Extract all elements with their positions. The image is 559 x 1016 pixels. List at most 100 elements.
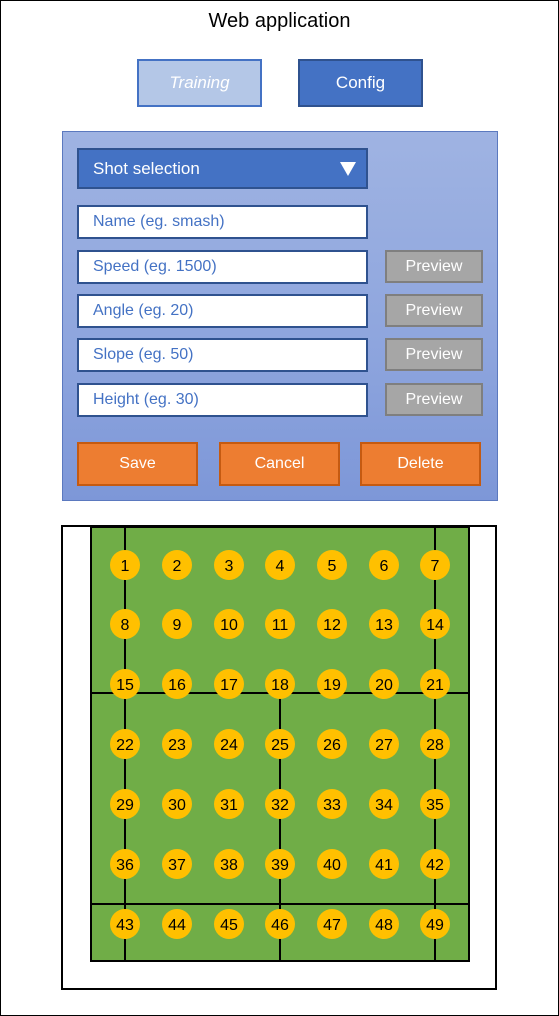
tab-training-label: Training <box>169 73 230 92</box>
zone-label: 44 <box>168 917 186 934</box>
zone-35[interactable]: 35 <box>420 789 450 819</box>
zone-6[interactable]: 6 <box>369 550 399 580</box>
zone-32[interactable]: 32 <box>265 789 295 819</box>
slope-input[interactable] <box>77 338 368 372</box>
zone-14[interactable]: 14 <box>420 609 450 639</box>
zone-label: 31 <box>220 797 238 814</box>
zone-1[interactable]: 1 <box>110 550 140 580</box>
zone-label: 2 <box>173 558 182 575</box>
zone-marker <box>110 729 140 759</box>
zone-31[interactable]: 31 <box>214 789 244 819</box>
zone-label: 15 <box>116 677 134 694</box>
zone-label: 26 <box>323 737 341 754</box>
zone-5[interactable]: 5 <box>317 550 347 580</box>
zone-24[interactable]: 24 <box>214 729 244 759</box>
zone-marker <box>369 669 399 699</box>
zone-29[interactable]: 29 <box>110 789 140 819</box>
zone-21[interactable]: 21 <box>420 669 450 699</box>
cancel-button[interactable]: Cancel <box>219 442 340 486</box>
zone-47[interactable]: 47 <box>317 909 347 939</box>
angle-input[interactable] <box>77 294 368 328</box>
zone-9[interactable]: 9 <box>162 609 192 639</box>
angle-preview-button[interactable]: Preview <box>385 294 483 327</box>
zone-20[interactable]: 20 <box>369 669 399 699</box>
zone-marker <box>420 609 450 639</box>
speed-preview-button[interactable]: Preview <box>385 250 483 283</box>
zone-label: 8 <box>121 617 130 634</box>
zone-marker <box>369 909 399 939</box>
zone-19[interactable]: 19 <box>317 669 347 699</box>
zone-42[interactable]: 42 <box>420 849 450 879</box>
zone-45[interactable]: 45 <box>214 909 244 939</box>
zone-16[interactable]: 16 <box>162 669 192 699</box>
zone-8[interactable]: 8 <box>110 609 140 639</box>
zone-marker <box>420 909 450 939</box>
zone-26[interactable]: 26 <box>317 729 347 759</box>
shot-selection-dropdown[interactable]: Shot selection <box>77 148 368 189</box>
zone-7[interactable]: 7 <box>420 550 450 580</box>
tab-training[interactable]: Training <box>137 59 262 107</box>
zone-17[interactable]: 17 <box>214 669 244 699</box>
zone-label: 20 <box>375 677 393 694</box>
save-button[interactable]: Save <box>77 442 198 486</box>
zone-43[interactable]: 43 <box>110 909 140 939</box>
angle-preview-label: Preview <box>405 301 463 319</box>
zone-label: 19 <box>323 677 341 694</box>
zone-marker <box>420 849 450 879</box>
shot-selection-value: Shot selection <box>93 158 200 178</box>
zone-44[interactable]: 44 <box>162 909 192 939</box>
save-button-label: Save <box>119 455 156 472</box>
tab-config-label: Config <box>335 73 386 92</box>
zone-2[interactable]: 2 <box>162 550 192 580</box>
zone-49[interactable]: 49 <box>420 909 450 939</box>
zone-27[interactable]: 27 <box>369 729 399 759</box>
zone-label: 36 <box>116 857 134 874</box>
zone-37[interactable]: 37 <box>162 849 192 879</box>
zone-marker <box>265 669 295 699</box>
speed-input[interactable] <box>77 250 368 284</box>
zone-label: 9 <box>173 617 182 634</box>
zone-marker <box>317 550 347 580</box>
name-input[interactable] <box>77 205 368 239</box>
slope-preview-button[interactable]: Preview <box>385 338 483 371</box>
zone-label: 4 <box>276 558 285 575</box>
height-input[interactable] <box>77 383 368 417</box>
zone-marker <box>369 729 399 759</box>
zone-marker <box>265 789 295 819</box>
zone-36[interactable]: 36 <box>110 849 140 879</box>
zone-label: 32 <box>271 797 289 814</box>
zone-46[interactable]: 46 <box>265 909 295 939</box>
zone-marker <box>369 849 399 879</box>
zone-40[interactable]: 40 <box>317 849 347 879</box>
zone-38[interactable]: 38 <box>214 849 244 879</box>
zone-15[interactable]: 15 <box>110 669 140 699</box>
zone-23[interactable]: 23 <box>162 729 192 759</box>
zone-marker <box>317 789 347 819</box>
zone-3[interactable]: 3 <box>214 550 244 580</box>
delete-button[interactable]: Delete <box>360 442 481 486</box>
height-preview-button[interactable]: Preview <box>385 383 483 416</box>
zone-label: 43 <box>116 917 134 934</box>
zone-10[interactable]: 10 <box>214 609 244 639</box>
zone-39[interactable]: 39 <box>265 849 295 879</box>
zone-25[interactable]: 25 <box>265 729 295 759</box>
zone-33[interactable]: 33 <box>317 789 347 819</box>
zone-30[interactable]: 30 <box>162 789 192 819</box>
zone-22[interactable]: 22 <box>110 729 140 759</box>
tab-config[interactable]: Config <box>298 59 423 107</box>
zone-label: 35 <box>426 797 444 814</box>
zone-18[interactable]: 18 <box>265 669 295 699</box>
zone-48[interactable]: 48 <box>369 909 399 939</box>
zone-11[interactable]: 11 <box>265 609 295 639</box>
zone-marker <box>317 909 347 939</box>
slope-preview-label: Preview <box>405 345 463 363</box>
zone-4[interactable]: 4 <box>265 550 295 580</box>
zone-marker <box>162 729 192 759</box>
zone-13[interactable]: 13 <box>369 609 399 639</box>
zone-28[interactable]: 28 <box>420 729 450 759</box>
zone-label: 33 <box>323 797 341 814</box>
zone-34[interactable]: 34 <box>369 789 399 819</box>
zone-marker <box>110 550 140 580</box>
zone-12[interactable]: 12 <box>317 609 347 639</box>
zone-41[interactable]: 41 <box>369 849 399 879</box>
